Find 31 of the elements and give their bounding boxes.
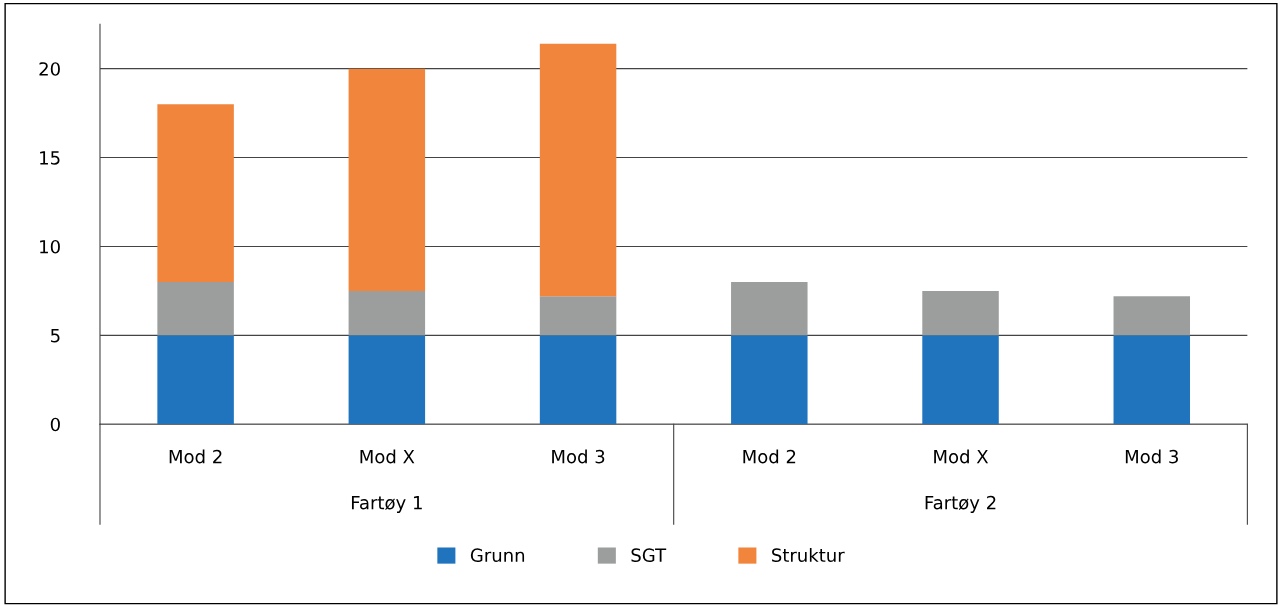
x-tick-label: Mod X: [934, 449, 989, 464]
legend-label: Struktur: [772, 548, 845, 563]
x-tick-label: Mod 3: [1125, 449, 1178, 464]
bar: [922, 335, 999, 425]
y-tick-label: 20: [39, 62, 60, 76]
text: Fartøy 2: [925, 495, 996, 513]
y-tick-label: 5: [51, 329, 60, 343]
bar: [348, 290, 426, 336]
legend-label: Grunn: [470, 548, 525, 563]
bar: [539, 335, 617, 425]
bar: [731, 281, 808, 336]
bar: [157, 281, 234, 336]
x-tick-label: Mod 3: [552, 449, 605, 464]
y-tick-label: 15: [40, 151, 60, 165]
bar: [157, 104, 234, 282]
bar: [348, 68, 426, 291]
text: Fartøy 1: [351, 496, 422, 513]
y-tick-label: 0: [50, 417, 60, 432]
x-tick-label: Mod X: [360, 449, 415, 464]
legend-label: SGT: [631, 548, 667, 563]
bar: [922, 290, 999, 336]
bar: [731, 335, 808, 425]
bar: [1113, 296, 1191, 336]
y-tick-label: 10: [40, 239, 60, 254]
bar: [539, 296, 617, 336]
x-tick-label: Mod 2: [169, 449, 222, 464]
x-tick-label: Mod 2: [743, 449, 796, 464]
bar: [539, 43, 617, 297]
bar: [1113, 335, 1191, 425]
bar: [157, 335, 234, 425]
bar: [348, 335, 426, 425]
